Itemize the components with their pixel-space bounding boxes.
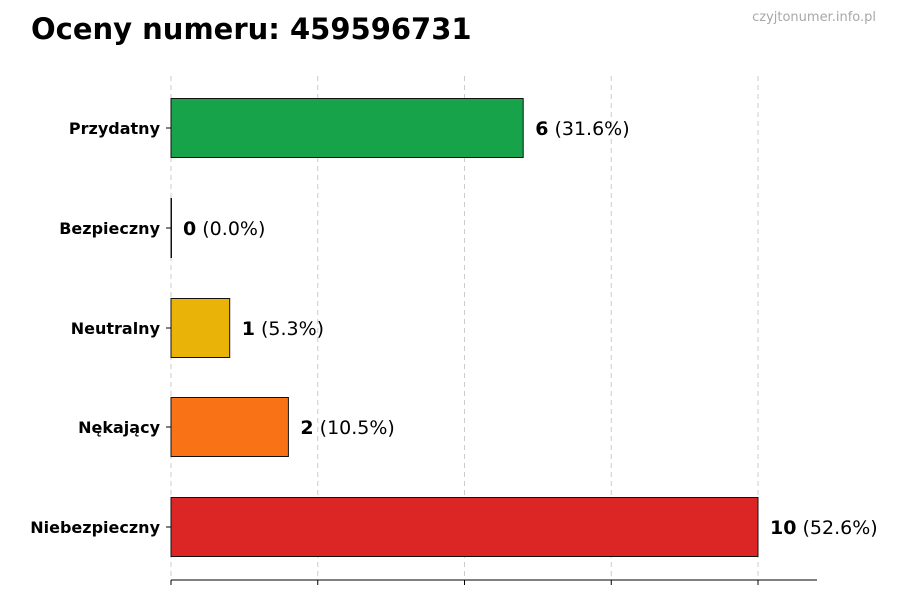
value-count-3: 2: [300, 417, 313, 439]
bar-4: [170, 497, 759, 557]
value-count-1: 0: [183, 218, 196, 240]
value-count-4: 10: [770, 517, 796, 539]
category-label-3: Nękający: [78, 418, 160, 437]
category-label-4: Niebezpieczny: [30, 518, 160, 537]
value-percent-0: (31.6%): [548, 118, 629, 140]
category-label-0: Przydatny: [69, 119, 161, 138]
value-label-2: 1 (5.3%): [242, 318, 324, 340]
value-count-2: 1: [242, 318, 255, 340]
bar-3: [170, 397, 289, 457]
value-label-1: 0 (0.0%): [183, 218, 265, 240]
labels: Przydatny 6 (31.6%) Bezpieczny 0 (0.0%) Neut…: [30, 118, 877, 539]
value-percent-4: (52.6%): [796, 517, 877, 539]
value-label-0: 6 (31.6%): [535, 118, 629, 140]
value-percent-1: (0.0%): [196, 218, 265, 240]
value-count-0: 6: [535, 118, 548, 140]
value-percent-2: (5.3%): [255, 318, 324, 340]
bar-0: [170, 98, 524, 158]
bar-2: [170, 298, 231, 358]
value-label-3: 2 (10.5%): [300, 417, 394, 439]
axes: [166, 127, 817, 585]
value-percent-3: (10.5%): [314, 417, 395, 439]
value-label-4: 10 (52.6%): [770, 517, 878, 539]
bar-1: [170, 198, 172, 258]
watermark: czyjtonumer.info.pl: [752, 10, 876, 25]
chart-title: Oceny numeru: 459596731: [31, 12, 472, 46]
category-label-2: Neutralny: [71, 319, 161, 338]
category-label-1: Bezpieczny: [59, 219, 160, 238]
